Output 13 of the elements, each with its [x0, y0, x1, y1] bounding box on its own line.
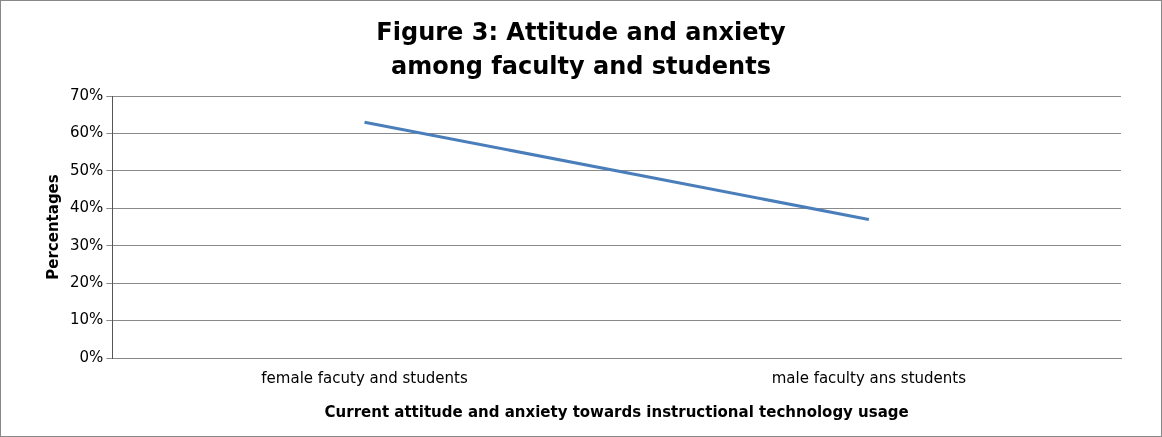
- y-tick-label: 0%: [79, 347, 104, 366]
- y-tick-label: 20%: [70, 273, 104, 292]
- y-tick-label: 70%: [70, 85, 104, 104]
- y-tick-label: 60%: [70, 123, 104, 142]
- x-tick-label: male faculty ans students: [771, 368, 967, 387]
- y-tick-label: 50%: [70, 160, 104, 179]
- chart-title: Figure 3: Attitude and anxiety among faculty and students: [375, 17, 787, 82]
- y-axis-title: Percentages: [43, 174, 62, 280]
- y-tick-label: 40%: [70, 198, 104, 217]
- x-axis-title: Current attitude and anxiety towards instructional technology usage: [324, 402, 909, 421]
- x-tick-label: female facuty and students: [261, 368, 468, 387]
- y-tick-label: 30%: [70, 235, 104, 254]
- y-tick-label: 10%: [70, 310, 104, 329]
